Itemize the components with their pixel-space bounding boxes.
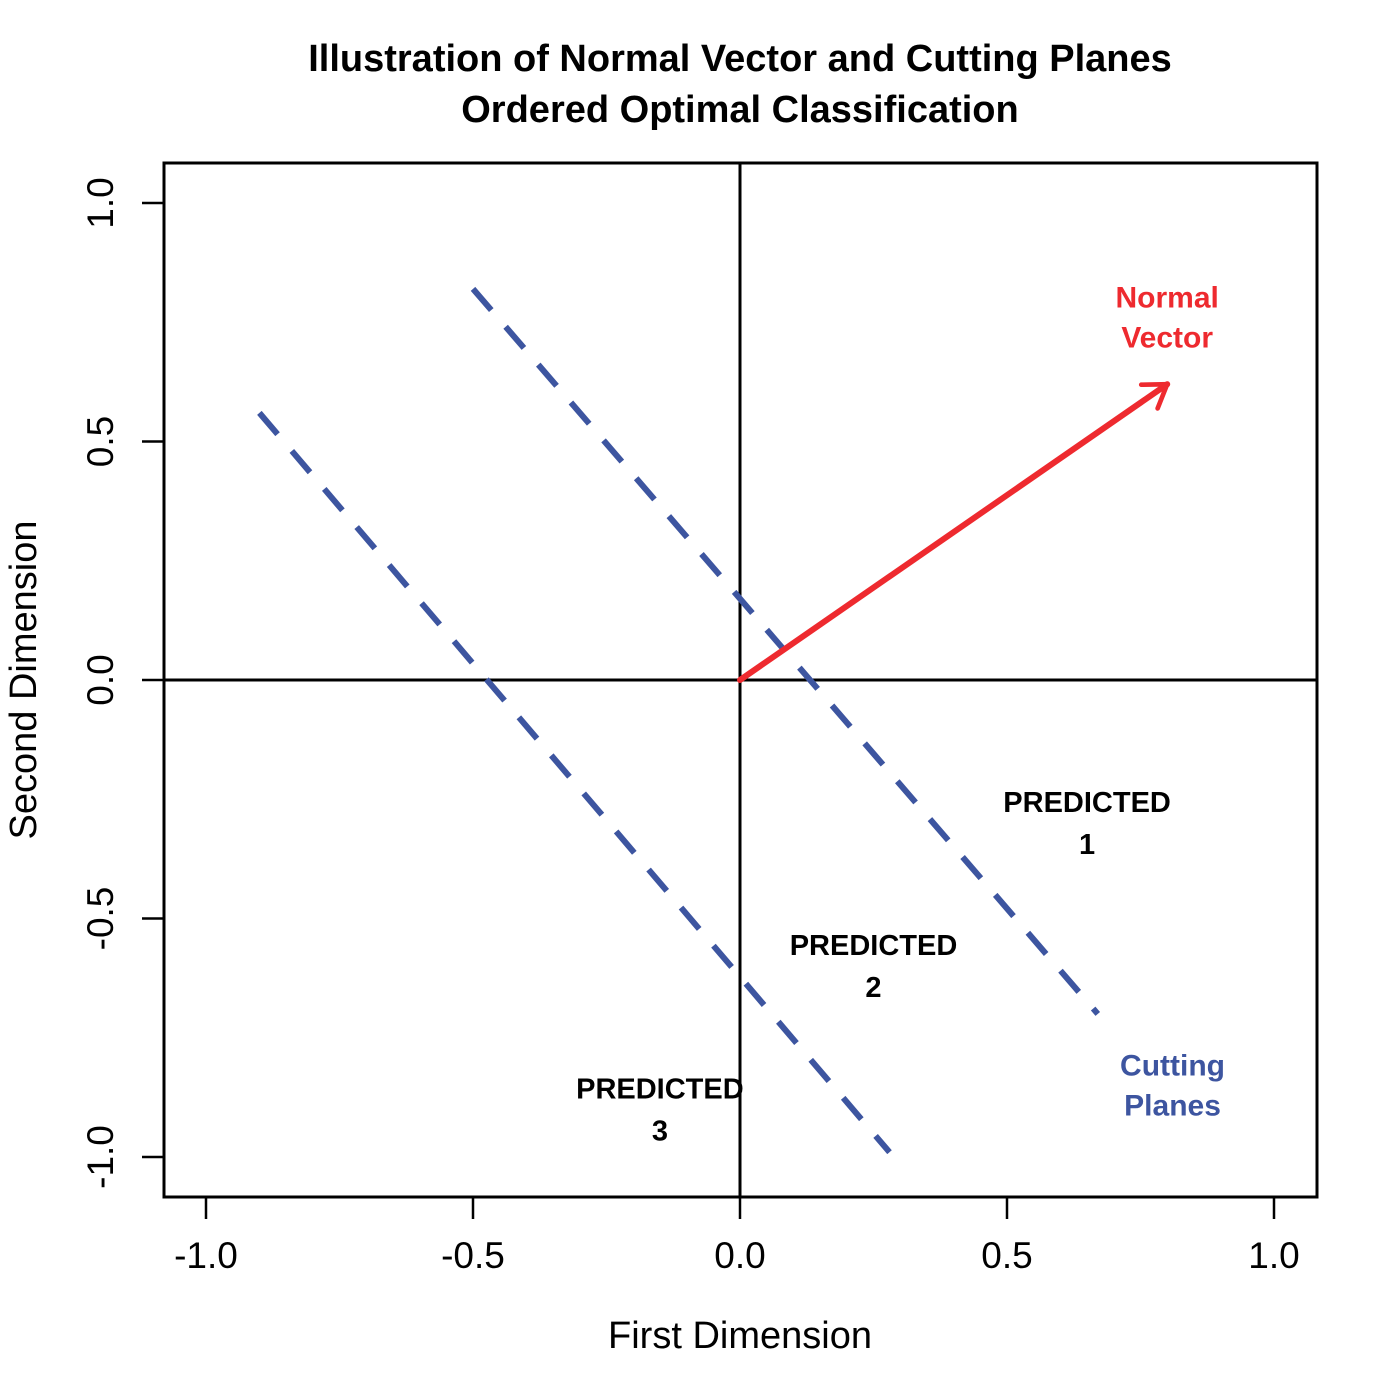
region-label-2-line-2: 2 [865,972,881,1004]
region-label-2-line-1: PREDICTED [790,930,958,962]
y-tick-label: 1.0 [80,177,121,228]
y-tick-label: -1.0 [80,1125,121,1189]
normal-vector-label-line-1: Normal [1116,281,1219,314]
x-tick-label: 0.0 [714,1235,765,1276]
region-label-1-line-1: PREDICTED [1003,787,1171,819]
x-tick-label: 0.5 [981,1235,1032,1276]
chart-subtitle: Ordered Optimal Classification [461,89,1018,131]
cutting-planes-label-line-2: Planes [1124,1089,1221,1122]
y-tick-label: 0.0 [80,654,121,705]
y-axis-label: Second Dimension [3,521,45,840]
plot-area: Normal Vector Cutting Planes PREDICTED 1 PREDI… [164,163,1317,1197]
x-axis-label: First Dimension [608,1315,872,1357]
x-tick-label: 1.0 [1248,1235,1299,1276]
chart-title: Illustration of Normal Vector and Cuttin… [308,38,1172,80]
cutting-planes-label-line-1: Cutting [1120,1049,1225,1082]
cutting-plane-1 [470,286,1101,1016]
region-label-1-line-2: 1 [1079,829,1095,861]
normal-vector-label-line-2: Vector [1121,321,1213,354]
normal-vector-arrow [737,381,1171,683]
x-tick-label: -0.5 [441,1235,505,1276]
region-label-3-line-2: 3 [652,1115,668,1147]
y-tick-label: -0.5 [80,887,121,951]
y-tick-label: 0.5 [80,416,121,467]
cutting-plane-2 [257,410,892,1155]
region-label-3-line-1: PREDICTED [576,1073,744,1105]
x-tick-label: -1.0 [174,1235,238,1276]
